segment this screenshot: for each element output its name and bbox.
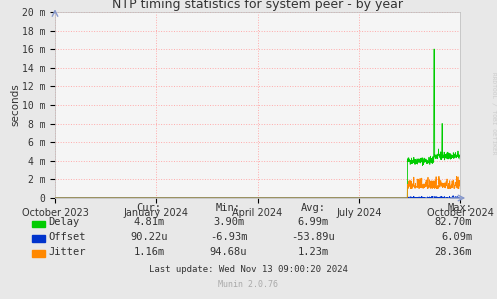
Title: NTP timing statistics for system peer - by year: NTP timing statistics for system peer - … bbox=[112, 0, 403, 11]
Text: Last update: Wed Nov 13 09:00:20 2024: Last update: Wed Nov 13 09:00:20 2024 bbox=[149, 265, 348, 274]
Text: 90.22u: 90.22u bbox=[130, 232, 168, 242]
Text: 1.23m: 1.23m bbox=[298, 247, 329, 257]
Text: 3.90m: 3.90m bbox=[213, 217, 244, 227]
Text: 1.16m: 1.16m bbox=[134, 247, 165, 257]
Text: 6.99m: 6.99m bbox=[298, 217, 329, 227]
Text: 28.36m: 28.36m bbox=[435, 247, 472, 257]
Text: -6.93m: -6.93m bbox=[210, 232, 248, 242]
Text: Cur:: Cur: bbox=[137, 203, 162, 213]
Text: Offset: Offset bbox=[49, 232, 86, 242]
Text: Min:: Min: bbox=[216, 203, 241, 213]
Text: Munin 2.0.76: Munin 2.0.76 bbox=[219, 280, 278, 289]
Y-axis label: seconds: seconds bbox=[10, 84, 20, 126]
Text: Jitter: Jitter bbox=[49, 247, 86, 257]
Text: 6.09m: 6.09m bbox=[441, 232, 472, 242]
Text: Avg:: Avg: bbox=[301, 203, 326, 213]
Text: Delay: Delay bbox=[49, 217, 80, 227]
Text: 4.81m: 4.81m bbox=[134, 217, 165, 227]
Text: RRDTOOL / TOBI OETIKER: RRDTOOL / TOBI OETIKER bbox=[491, 72, 496, 155]
Text: Max:: Max: bbox=[447, 203, 472, 213]
Text: -53.89u: -53.89u bbox=[291, 232, 335, 242]
Text: 82.70m: 82.70m bbox=[435, 217, 472, 227]
Text: 94.68u: 94.68u bbox=[210, 247, 248, 257]
